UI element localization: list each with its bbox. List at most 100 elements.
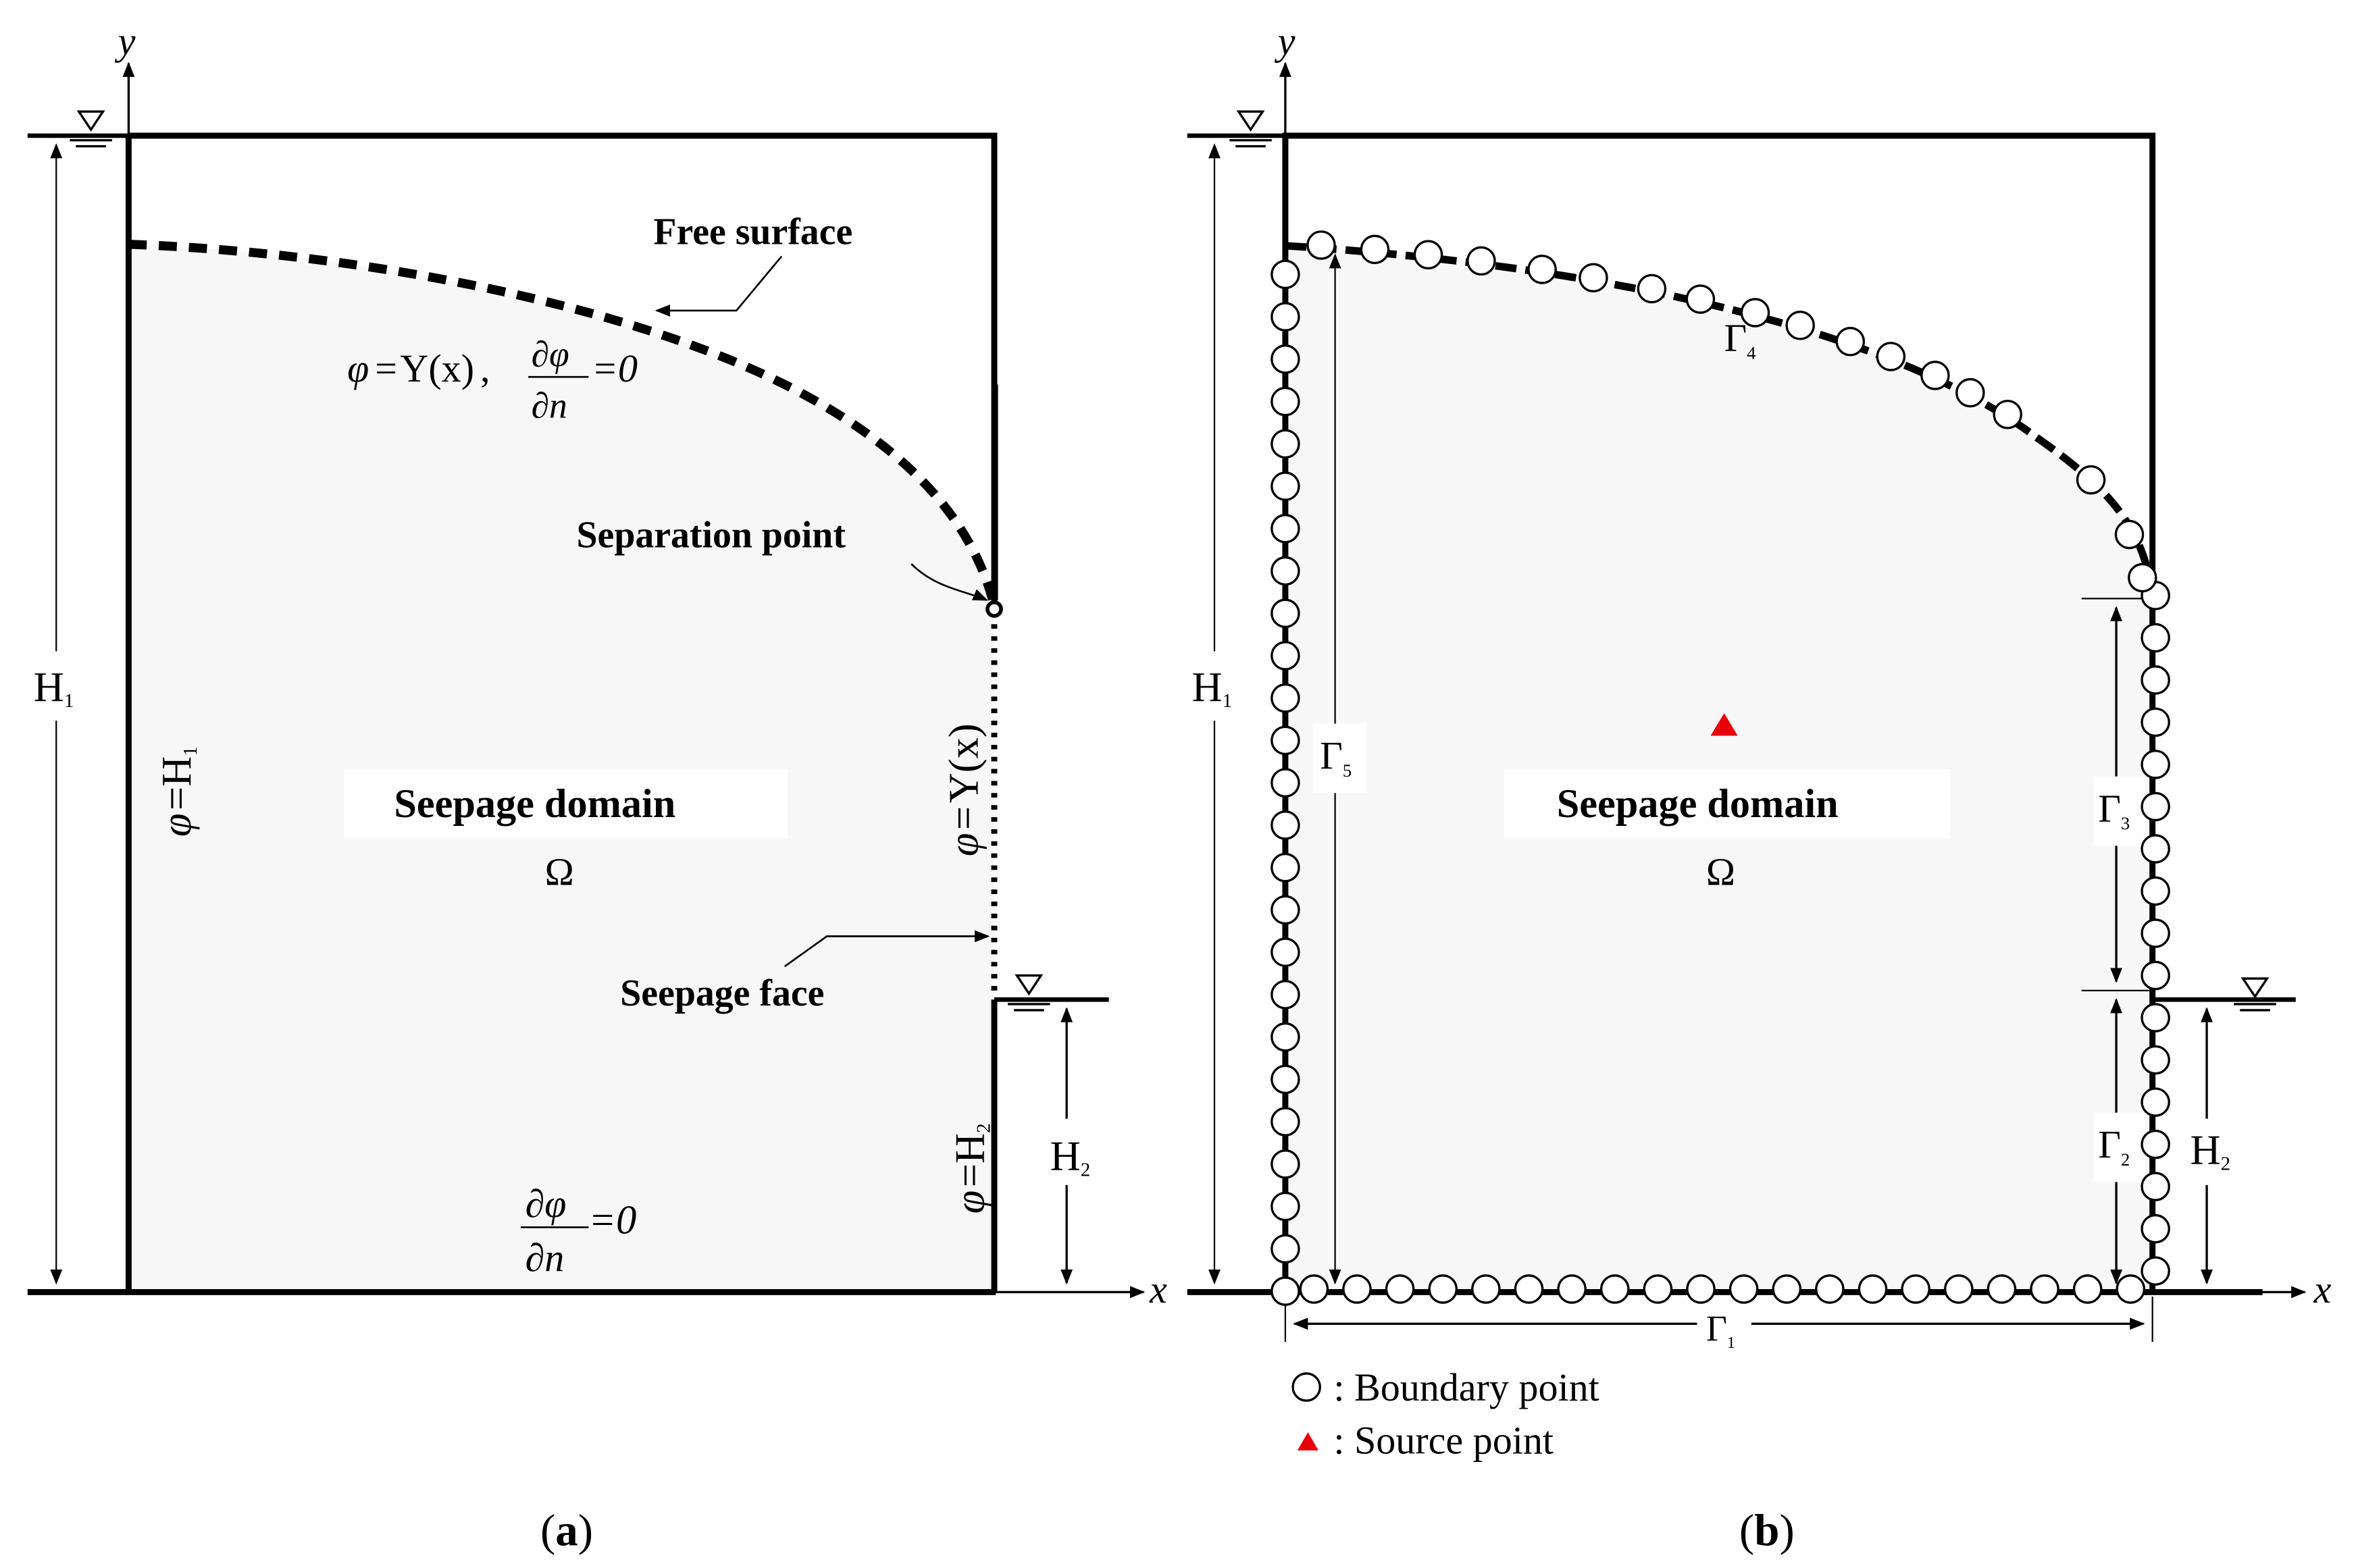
separation-point-label: Separation point bbox=[577, 514, 846, 556]
boundary-point-gamma2-3 bbox=[2141, 960, 2170, 991]
boundary-point-gamma4 bbox=[2114, 519, 2145, 550]
panel-a: y x H1 bbox=[27, 19, 1167, 1556]
boundary-point-gamma5 bbox=[1271, 514, 1300, 544]
h2-label-b: H2 bbox=[2190, 1126, 2231, 1175]
boundary-point-gamma2-3 bbox=[2141, 665, 2170, 695]
boundary-point-gamma1 bbox=[1471, 1274, 1501, 1304]
boundary-point-gamma1 bbox=[1815, 1274, 1845, 1304]
boundary-point-gamma1 bbox=[1428, 1274, 1458, 1304]
boundary-point-gamma4 bbox=[1740, 298, 1770, 328]
caption-a: (a) bbox=[540, 1506, 593, 1556]
free-surface-label: Free surface bbox=[653, 211, 852, 253]
boundary-point-gamma2-3 bbox=[2141, 876, 2170, 906]
separation-point-marker bbox=[985, 600, 1003, 618]
gamma2-label: Γ2 bbox=[2098, 1123, 2130, 1170]
boundary-point-gamma5 bbox=[1271, 429, 1300, 459]
h1-label-a: H1 bbox=[34, 663, 74, 712]
free-surface-eq-zero: =0 bbox=[592, 346, 638, 390]
boundary-point-gamma5 bbox=[1271, 980, 1300, 1010]
bottom-bc-dn: ∂n bbox=[526, 1236, 565, 1280]
free-surface-dphi: ∂φ bbox=[532, 334, 569, 375]
boundary-point-gamma5 bbox=[1271, 1191, 1300, 1222]
panel-b: y x H1 Γ5 Γ4 bbox=[1185, 19, 2332, 1556]
free-surface-dn: ∂n bbox=[532, 385, 567, 425]
gamma1-label: Γ1 bbox=[1706, 1308, 1735, 1352]
boundary-point-gamma2-3 bbox=[2141, 1129, 2170, 1159]
svg-text:φ=Y(x): φ=Y(x) bbox=[940, 723, 987, 856]
source-point-marker bbox=[1710, 713, 1738, 736]
domain-boundary-a bbox=[128, 132, 998, 606]
y-axis-label-a: y bbox=[115, 19, 136, 63]
water-level-icon-right-b bbox=[2234, 977, 2276, 1012]
boundary-point-gamma5 bbox=[1271, 259, 1300, 290]
domain-label-bg-b bbox=[1504, 768, 1951, 839]
legend-boundary-point-label: : Boundary point bbox=[1333, 1365, 1599, 1409]
boundary-point-gamma2-3 bbox=[2141, 834, 2170, 864]
svg-text:φ=H1: φ=H1 bbox=[153, 746, 201, 837]
boundary-point-gamma4 bbox=[1920, 361, 1950, 390]
omega-label-b: Ω bbox=[1706, 850, 1735, 894]
boundary-point-gamma5 bbox=[1271, 1107, 1300, 1136]
legend-source-point-icon bbox=[1297, 1432, 1319, 1451]
boundary-point-gamma5 bbox=[1271, 302, 1300, 332]
domain-label-b: Seepage domain bbox=[1557, 781, 1839, 827]
boundary-point-gamma1 bbox=[1728, 1274, 1759, 1304]
gamma4-label: Γ4 bbox=[1724, 316, 1756, 363]
water-level-icon-right-a bbox=[1008, 974, 1050, 1012]
seepage-face-label: Seepage face bbox=[620, 972, 824, 1014]
seepage-face-bc-a: φ=Y(x) bbox=[940, 723, 987, 856]
boundary-point-gamma1 bbox=[1342, 1274, 1372, 1304]
boundary-point-gamma5 bbox=[1271, 1234, 1300, 1264]
boundary-point-gamma1 bbox=[1514, 1274, 1544, 1304]
omega-label-a: Ω bbox=[545, 850, 574, 894]
boundary-point-gamma2-3 bbox=[2141, 1087, 2170, 1117]
boundary-point-gamma5 bbox=[1271, 852, 1300, 883]
boundary-point-gamma1 bbox=[1987, 1274, 2017, 1304]
bottom-bc-dphi: ∂φ bbox=[526, 1182, 567, 1226]
x-axis-label-a: x bbox=[1149, 1268, 1167, 1311]
water-level-icon-left-a bbox=[70, 110, 112, 148]
boundary-point-gamma5 bbox=[1271, 1276, 1300, 1306]
boundary-point-gamma5 bbox=[1271, 1022, 1300, 1052]
boundary-point-gamma2-3 bbox=[2141, 1213, 2170, 1244]
boundary-point-gamma1 bbox=[1299, 1274, 1329, 1304]
caption-b: (b) bbox=[1739, 1506, 1795, 1556]
boundary-point-gamma2-3 bbox=[2141, 1256, 2170, 1286]
free-surface-bc: φ = Y(x), bbox=[347, 346, 490, 390]
boundary-point-gamma1 bbox=[2072, 1274, 2103, 1304]
boundary-point-gamma4 bbox=[1306, 230, 1336, 260]
legend-source-point-label: : Source point bbox=[1333, 1418, 1554, 1462]
bottom-bc-eq-zero: =0 bbox=[588, 1197, 636, 1243]
boundary-point-gamma1 bbox=[1385, 1274, 1415, 1304]
domain-boundary-b bbox=[1282, 132, 2156, 593]
water-level-icon-left-b bbox=[1229, 110, 1272, 148]
y-axis-label-b: y bbox=[1275, 19, 1296, 63]
x-axis-label-b: x bbox=[2313, 1268, 2332, 1311]
boundary-point-gamma5 bbox=[1271, 725, 1300, 756]
boundary-point-gamma5 bbox=[1271, 937, 1300, 967]
boundary-point-gamma1 bbox=[1857, 1274, 1888, 1304]
boundary-point-gamma2-3 bbox=[2141, 918, 2170, 948]
boundary-point-gamma4 bbox=[1579, 263, 1608, 293]
boundary-point-gamma2-3 bbox=[2141, 707, 2170, 737]
boundary-point-gamma5 bbox=[1271, 1064, 1300, 1095]
boundary-point-gamma4 bbox=[2076, 465, 2106, 495]
legend: : Boundary point : Source point bbox=[1291, 1365, 1599, 1462]
boundary-point-gamma5 bbox=[1271, 895, 1300, 925]
h2-label-a: H2 bbox=[1050, 1132, 1091, 1181]
boundary-point-gamma4 bbox=[1785, 311, 1815, 340]
boundary-point-gamma4 bbox=[1685, 284, 1716, 314]
seepage-face-pointer bbox=[784, 930, 990, 968]
boundary-point-gamma1 bbox=[1772, 1274, 1802, 1304]
boundary-point-gamma5 bbox=[1271, 471, 1300, 501]
boundary-point-gamma1 bbox=[1643, 1274, 1673, 1304]
separation-point-pointer bbox=[911, 563, 988, 601]
boundary-point-gamma5 bbox=[1271, 598, 1300, 629]
legend-boundary-point-icon bbox=[1291, 1372, 1321, 1402]
boundary-point-gamma4 bbox=[2128, 563, 2157, 593]
boundary-point-gamma4 bbox=[1637, 273, 1667, 304]
left-bc-a: φ=H1 bbox=[153, 746, 201, 837]
boundary-point-gamma4 bbox=[1955, 377, 1985, 408]
boundary-point-gamma1 bbox=[1557, 1274, 1587, 1304]
